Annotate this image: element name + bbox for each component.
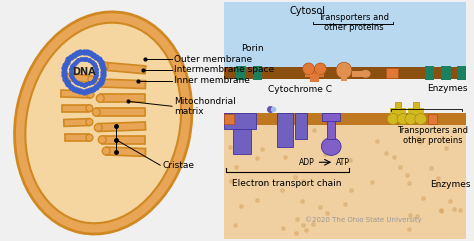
Bar [322, 113, 340, 121]
Bar [236, 66, 246, 80]
Bar [224, 114, 234, 124]
Text: Intermembrane space: Intermembrane space [174, 65, 274, 74]
Text: Cytosol: Cytosol [290, 6, 326, 16]
Text: Enzymes: Enzymes [427, 84, 467, 93]
Ellipse shape [303, 63, 315, 75]
Text: Outer membrane: Outer membrane [174, 54, 252, 64]
Polygon shape [61, 90, 91, 98]
Bar [233, 123, 251, 154]
Ellipse shape [96, 94, 104, 102]
Bar [224, 125, 466, 239]
Bar [457, 66, 467, 80]
Polygon shape [106, 147, 146, 156]
Text: Inner membrane: Inner membrane [174, 76, 250, 85]
Ellipse shape [25, 23, 181, 223]
Bar [441, 66, 451, 80]
Polygon shape [65, 134, 90, 141]
Ellipse shape [15, 12, 192, 234]
Polygon shape [104, 62, 146, 74]
Ellipse shape [92, 108, 100, 116]
Bar [408, 108, 424, 117]
Text: Cytochrome C: Cytochrome C [268, 85, 332, 94]
Ellipse shape [102, 147, 110, 155]
Ellipse shape [397, 114, 409, 124]
Ellipse shape [415, 114, 427, 124]
Polygon shape [64, 73, 91, 83]
Polygon shape [62, 105, 90, 112]
Bar [277, 113, 293, 147]
Ellipse shape [86, 134, 93, 141]
Bar [224, 67, 466, 79]
Ellipse shape [94, 79, 102, 87]
Ellipse shape [387, 114, 399, 124]
Ellipse shape [88, 76, 95, 83]
Text: DNA: DNA [72, 67, 95, 77]
Text: ADP: ADP [299, 158, 315, 167]
Text: ATP: ATP [336, 158, 350, 167]
Bar [224, 113, 255, 129]
Bar [305, 69, 324, 77]
Bar [340, 71, 347, 81]
Ellipse shape [94, 124, 102, 132]
Ellipse shape [98, 136, 106, 144]
Ellipse shape [100, 62, 108, 70]
Text: Enzymes: Enzymes [430, 180, 470, 189]
Polygon shape [64, 119, 90, 126]
Polygon shape [100, 94, 146, 102]
Bar [395, 102, 401, 109]
Text: Transporters and
other proteins: Transporters and other proteins [397, 126, 468, 145]
Bar [224, 113, 466, 125]
Text: ©2020 The Ohio State University: ©2020 The Ohio State University [305, 216, 422, 223]
Text: Cristae: Cristae [162, 161, 194, 170]
Bar [386, 68, 398, 78]
Bar [425, 66, 434, 80]
Bar [390, 108, 406, 117]
Bar [310, 74, 319, 82]
Bar [224, 2, 466, 67]
Bar [253, 66, 263, 80]
Ellipse shape [87, 91, 94, 98]
Polygon shape [102, 136, 146, 144]
Bar [295, 113, 307, 139]
Ellipse shape [336, 62, 352, 79]
Polygon shape [98, 79, 146, 88]
Ellipse shape [361, 70, 371, 78]
Bar [224, 67, 466, 79]
Ellipse shape [315, 63, 326, 75]
Text: Porin: Porin [241, 44, 264, 53]
Text: Mitochondrial
matrix: Mitochondrial matrix [174, 97, 236, 116]
Polygon shape [96, 108, 146, 116]
Ellipse shape [405, 114, 417, 124]
Text: Transporters and
other proteins: Transporters and other proteins [319, 13, 389, 32]
Polygon shape [98, 122, 146, 132]
Text: Electron transport chain: Electron transport chain [232, 179, 342, 188]
Ellipse shape [86, 119, 93, 126]
Bar [428, 114, 438, 124]
Bar [352, 71, 364, 77]
Ellipse shape [321, 138, 341, 155]
Bar [413, 102, 419, 109]
Bar [327, 119, 335, 139]
Ellipse shape [86, 105, 93, 112]
